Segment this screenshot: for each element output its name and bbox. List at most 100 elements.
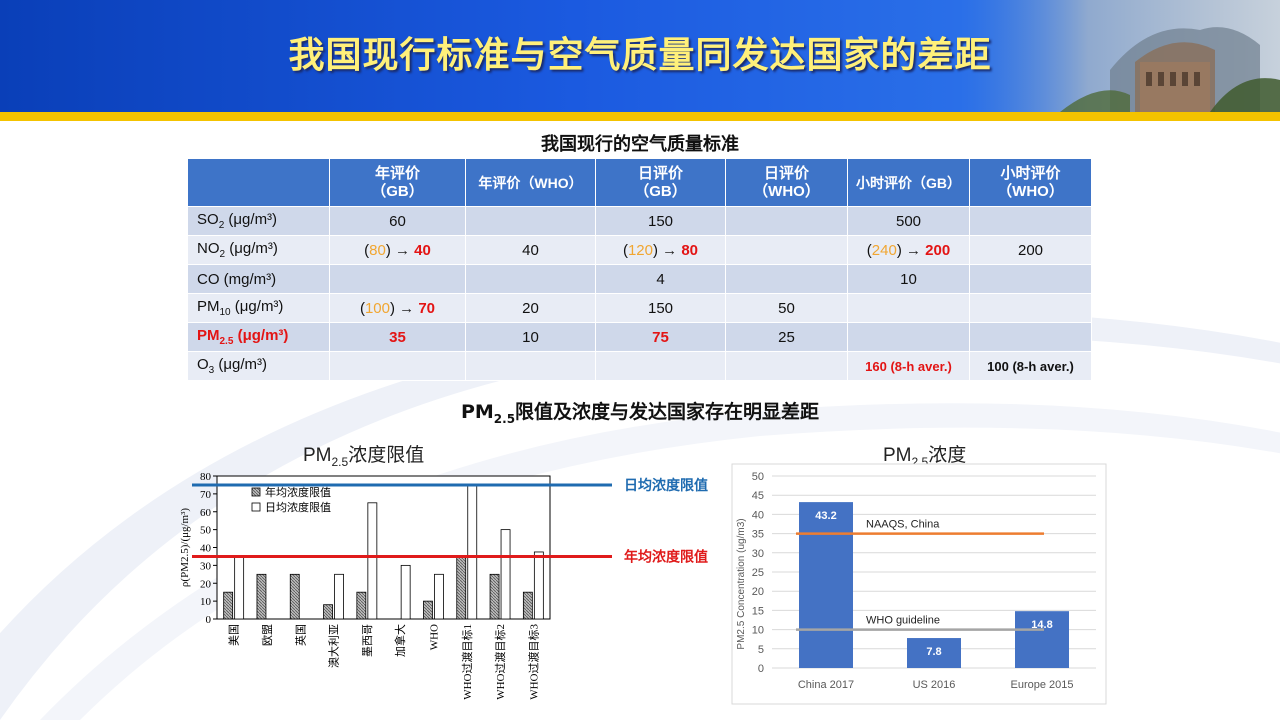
table-cell bbox=[329, 264, 466, 294]
y-tick-label: 60 bbox=[200, 507, 212, 519]
y-tick-label: 70 bbox=[200, 489, 212, 501]
table-header-row: 年评价 （GB） 年评价（WHO） 日评价 （GB） 日评价 （WHO） 小时评价（G… bbox=[187, 158, 1092, 207]
table-cell: 100 (8-h aver.) bbox=[969, 351, 1092, 381]
table-cell bbox=[847, 322, 970, 352]
header-annual-gb: 年评价 （GB） bbox=[329, 158, 466, 207]
legend-swatch-annual bbox=[251, 487, 261, 497]
pm25-limit-chart: 0 10 20 30 40 50 60 70 80 ρ(PM2.5)/(μg/m³) 美国 欧盟 英国澳… bbox=[179, 471, 708, 700]
table-cell bbox=[725, 206, 848, 236]
building-illustration bbox=[960, 0, 1280, 112]
x-tick-label: 英国 bbox=[293, 624, 307, 646]
bar-daily-limit bbox=[533, 551, 544, 620]
table-cell: 500 bbox=[847, 206, 970, 236]
air-quality-standards-table: 年评价 （GB） 年评价（WHO） 日评价 （GB） 日评价 （WHO） 小时评价（G… bbox=[187, 158, 1092, 381]
bar bbox=[1015, 611, 1069, 668]
bar-daily-limit bbox=[434, 573, 444, 620]
bar-value-label: 43.2 bbox=[815, 510, 836, 522]
x-tick-label: WHO过渡目标2 bbox=[493, 624, 507, 700]
legend-label-daily: 日均浓度限值 bbox=[265, 500, 331, 514]
bar bbox=[907, 638, 961, 668]
bar-value-label: 7.8 bbox=[926, 646, 941, 658]
reference-line-label: 日均浓度限值 bbox=[624, 477, 708, 494]
table-row: O3 (μg/m³) 160 (8-h aver.) 100 (8-h aver.) bbox=[187, 351, 1092, 381]
y-tick-label: 10 bbox=[200, 596, 212, 608]
slide-title: 我国现行标准与空气质量同发达国家的差距 bbox=[288, 35, 992, 76]
bar-annual-limit bbox=[356, 591, 367, 620]
table-cell: 150 bbox=[595, 206, 726, 236]
header-blank bbox=[187, 158, 330, 207]
pm25-concentration-chart: 0 5 10 15 20 25 30 35 40 45 50 PM2.5 Concentration … bbox=[731, 463, 1107, 705]
header-hourly-gb: 小时评价（GB） bbox=[847, 158, 970, 207]
bar-annual-limit bbox=[323, 604, 333, 620]
header-daily-who: 日评价 （WHO） bbox=[725, 158, 848, 207]
bar-annual-limit bbox=[223, 591, 234, 620]
table-cell: 40 bbox=[465, 235, 596, 265]
table-cell bbox=[969, 322, 1092, 352]
table-cell bbox=[847, 293, 970, 323]
bar-annual-limit bbox=[522, 591, 533, 620]
row-label: O3 (μg/m³) bbox=[187, 351, 330, 381]
table-cell: (100) → 70 bbox=[329, 293, 466, 323]
y-tick-label: 80 bbox=[200, 471, 212, 483]
section-title-pm: PM bbox=[460, 401, 494, 423]
bar-daily-limit bbox=[500, 529, 511, 620]
bar-daily-limit bbox=[400, 564, 411, 620]
y-tick-label: 35 bbox=[752, 529, 764, 541]
bar-annual-limit bbox=[489, 573, 500, 620]
gold-divider bbox=[0, 112, 1280, 121]
header-daily-gb: 日评价 （GB） bbox=[595, 158, 726, 207]
bar-annual-limit bbox=[256, 573, 267, 620]
x-tick-label: Europe 2015 bbox=[1011, 679, 1074, 691]
bar-daily-limit bbox=[367, 502, 378, 620]
table-cell: 60 bbox=[329, 206, 466, 236]
y-tick-label: 30 bbox=[200, 560, 212, 572]
header-hourly-who: 小时评价 （WHO） bbox=[969, 158, 1092, 207]
table-cell bbox=[969, 264, 1092, 294]
table-cell bbox=[969, 206, 1092, 236]
table-cell: (80) → 40 bbox=[329, 235, 466, 265]
table-row: NO2 (μg/m³) (80) → 40 40 (120) → 80 (240) → … bbox=[187, 235, 1092, 265]
x-tick-label: 欧盟 bbox=[261, 624, 274, 646]
table-cell bbox=[329, 351, 466, 381]
header-banner: 我国现行标准与空气质量同发达国家的差距 bbox=[0, 0, 1280, 112]
chart1-title: PM2.5浓度限值 bbox=[303, 445, 425, 469]
y-tick-label: 0 bbox=[758, 663, 764, 675]
y-tick-label: 10 bbox=[752, 625, 764, 637]
table-cell: 150 bbox=[595, 293, 726, 323]
row-label: PM10 (μg/m³) bbox=[187, 293, 330, 323]
header-annual-who: 年评价（WHO） bbox=[465, 158, 596, 207]
y-tick-label: 20 bbox=[200, 578, 212, 590]
legend-swatch-daily bbox=[251, 502, 261, 512]
y-tick-label: 0 bbox=[206, 614, 212, 626]
bar-daily-limit bbox=[334, 573, 344, 620]
row-label: PM2.5 (μg/m³) bbox=[187, 322, 330, 352]
bar-daily-limit bbox=[234, 556, 245, 620]
table-cell bbox=[465, 351, 596, 381]
x-tick-label: WHO过渡目标3 bbox=[526, 624, 540, 700]
section-title: PM2.5限值及浓度与发达国家存在明显差距 bbox=[0, 397, 1280, 426]
bar-annual-limit bbox=[289, 573, 300, 620]
x-tick-label: China 2017 bbox=[798, 679, 854, 691]
table-cell bbox=[465, 206, 596, 236]
bar-annual-limit bbox=[423, 600, 433, 620]
table-cell: 75 bbox=[595, 322, 726, 352]
bar-value-label: 14.8 bbox=[1031, 619, 1052, 631]
table-cell: 200 bbox=[969, 235, 1092, 265]
table-cell bbox=[969, 293, 1092, 323]
x-tick-label: 澳大利亚 bbox=[327, 624, 341, 668]
x-tick-label: US 2016 bbox=[913, 679, 956, 691]
table-row: CO (mg/m³) 4 10 bbox=[187, 264, 1092, 294]
section-title-text: 限值及浓度与发达国家存在明显差距 bbox=[515, 401, 820, 423]
table-cell: 35 bbox=[329, 322, 466, 352]
reference-line-label: NAAQS, China bbox=[866, 519, 940, 531]
table-cell: 160 (8-h aver.) bbox=[847, 351, 970, 381]
table-cell: 20 bbox=[465, 293, 596, 323]
section-title-sub: 2.5 bbox=[493, 411, 516, 426]
y-tick-label: 50 bbox=[752, 471, 764, 483]
reference-line-label: 年均浓度限值 bbox=[624, 548, 708, 565]
table-row: PM10 (μg/m³) (100) → 70 20 150 50 bbox=[187, 293, 1092, 323]
row-label: NO2 (μg/m³) bbox=[187, 235, 330, 265]
table-cell bbox=[465, 264, 596, 294]
table-cell: (120) → 80 bbox=[595, 235, 726, 265]
table-cell bbox=[725, 235, 848, 265]
